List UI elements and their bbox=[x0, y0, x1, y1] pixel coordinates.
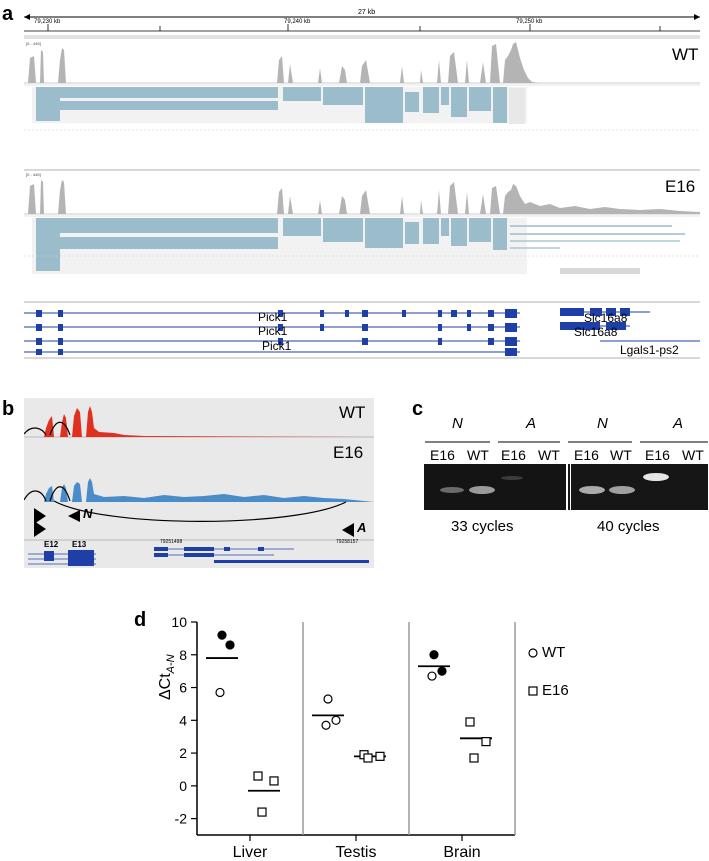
lane-label-8: WT bbox=[682, 447, 704, 463]
data-point-e16 bbox=[269, 776, 279, 786]
data-point-wt bbox=[427, 671, 437, 681]
lane-label-1: E16 bbox=[430, 447, 455, 463]
data-point-e16 bbox=[375, 751, 385, 761]
gene-label-slc16a8-1: Slc16a8 bbox=[584, 311, 628, 325]
lane-label-2: WT bbox=[467, 447, 489, 463]
lane-label-6: WT bbox=[610, 447, 632, 463]
data-point-wt bbox=[217, 630, 227, 640]
data-point-wt bbox=[321, 720, 331, 730]
y-tick-label: 2 bbox=[179, 745, 187, 761]
panel-b-figure bbox=[24, 398, 374, 568]
gene-label-slc16a8-2: Slc16a8 bbox=[574, 325, 618, 339]
lane-label-4: WT bbox=[538, 447, 560, 463]
e16-track-range: [0 - 445] bbox=[26, 172, 41, 177]
data-point-e16 bbox=[469, 753, 479, 763]
gene-label-pick1-1: Pick1 bbox=[258, 310, 288, 324]
data-point-wt bbox=[429, 650, 439, 660]
gene-models bbox=[24, 308, 700, 359]
primer-n-label: N bbox=[83, 506, 93, 521]
e16-sashimi bbox=[24, 478, 374, 522]
data-point-wt bbox=[323, 694, 333, 704]
wt-coverage-track bbox=[24, 42, 700, 84]
e16-junction-track bbox=[24, 215, 700, 303]
data-point-e16 bbox=[257, 807, 267, 817]
band-33-n-e16 bbox=[440, 487, 464, 493]
y-tick-label: 10 bbox=[171, 614, 187, 630]
x-tick-label: Brain bbox=[443, 844, 480, 861]
y-tick-label: 4 bbox=[179, 712, 187, 728]
panel-a-e16-label: E16 bbox=[665, 177, 696, 196]
data-point-e16 bbox=[481, 737, 491, 747]
panel-a-wt-label: WT bbox=[672, 45, 699, 64]
e16-coverage-track bbox=[24, 180, 700, 215]
y-tick-label: 8 bbox=[179, 647, 187, 663]
panel-c-letter: c bbox=[412, 398, 424, 420]
panel-b-wt-label: WT bbox=[339, 403, 366, 422]
x-tick-label: Liver bbox=[233, 844, 268, 861]
wt-track-range: [0 - 445] bbox=[26, 41, 41, 46]
gel-group-n-1: N bbox=[452, 415, 463, 432]
gene-label-pick1-3: Pick1 bbox=[262, 339, 292, 353]
data-point-wt bbox=[437, 666, 447, 676]
data-point-e16 bbox=[253, 771, 263, 781]
cycles-40-label: 40 cycles bbox=[597, 518, 660, 535]
panel-d-letter: d bbox=[134, 609, 147, 631]
gene-label-lgals1: Lgals1-ps2 bbox=[620, 343, 679, 357]
panel-a-figure bbox=[24, 14, 700, 359]
panel-b-gene-models bbox=[28, 547, 369, 566]
y-tick-label: 0 bbox=[179, 778, 187, 794]
legend-e16-label: E16 bbox=[542, 682, 569, 699]
primer-arrows bbox=[34, 508, 354, 537]
wt-sashimi bbox=[24, 406, 374, 437]
y-tick-label: 6 bbox=[179, 680, 187, 696]
data-point-wt bbox=[225, 640, 235, 650]
y-tick-label: -2 bbox=[175, 811, 188, 827]
coord-tick-1: 79,230 kb bbox=[34, 19, 61, 25]
data-point-wt bbox=[215, 687, 225, 698]
band-40-n-e16 bbox=[579, 486, 605, 494]
legend-wt-marker bbox=[528, 648, 538, 658]
x-tick-label: Testis bbox=[336, 844, 377, 861]
gel-group-a-1: A bbox=[526, 415, 537, 432]
lane-label-7: E16 bbox=[645, 447, 670, 463]
data-point-e16 bbox=[465, 717, 475, 727]
gel-group-a-2: A bbox=[673, 415, 684, 432]
legend-e16-marker bbox=[528, 686, 538, 696]
band-33-n-wt bbox=[469, 486, 495, 494]
coord-tick-3: 79,250 kb bbox=[516, 19, 543, 25]
coord-tick-2: 79,240 kb bbox=[284, 19, 311, 25]
scale-label: 27 kb bbox=[356, 9, 378, 16]
coord-right-label: 79258157 bbox=[336, 539, 359, 545]
primer-a-label: A bbox=[357, 520, 367, 535]
lane-label-3: E16 bbox=[501, 447, 526, 463]
data-point-e16 bbox=[363, 753, 373, 763]
exon-e12-label: E12 bbox=[44, 540, 59, 549]
panel-a-letter: a bbox=[2, 3, 14, 25]
wt-junction-track bbox=[24, 84, 700, 171]
gel-group-n-2: N bbox=[597, 415, 608, 432]
gel-group-lines bbox=[425, 441, 708, 443]
cycles-33-label: 33 cycles bbox=[451, 518, 514, 535]
lane-label-5: E16 bbox=[574, 447, 599, 463]
data-point-wt bbox=[331, 715, 341, 725]
panel-b-e16-label: E16 bbox=[333, 443, 364, 462]
panel-d-chart: 10 8 6 4 2 0 -2 Liver Testis Brain bbox=[171, 614, 538, 861]
coord-left-label: 79251498 bbox=[160, 539, 183, 545]
legend-wt-label: WT bbox=[542, 644, 566, 661]
exon-e13-label: E13 bbox=[72, 540, 87, 549]
panel-b-letter: b bbox=[2, 398, 15, 420]
gel-image bbox=[424, 464, 708, 510]
band-33-a-e16 bbox=[501, 476, 523, 480]
genome-ruler bbox=[24, 14, 700, 39]
gene-label-pick1-2: Pick1 bbox=[258, 324, 288, 338]
band-40-a-e16 bbox=[643, 473, 669, 481]
band-40-n-wt bbox=[609, 486, 635, 494]
